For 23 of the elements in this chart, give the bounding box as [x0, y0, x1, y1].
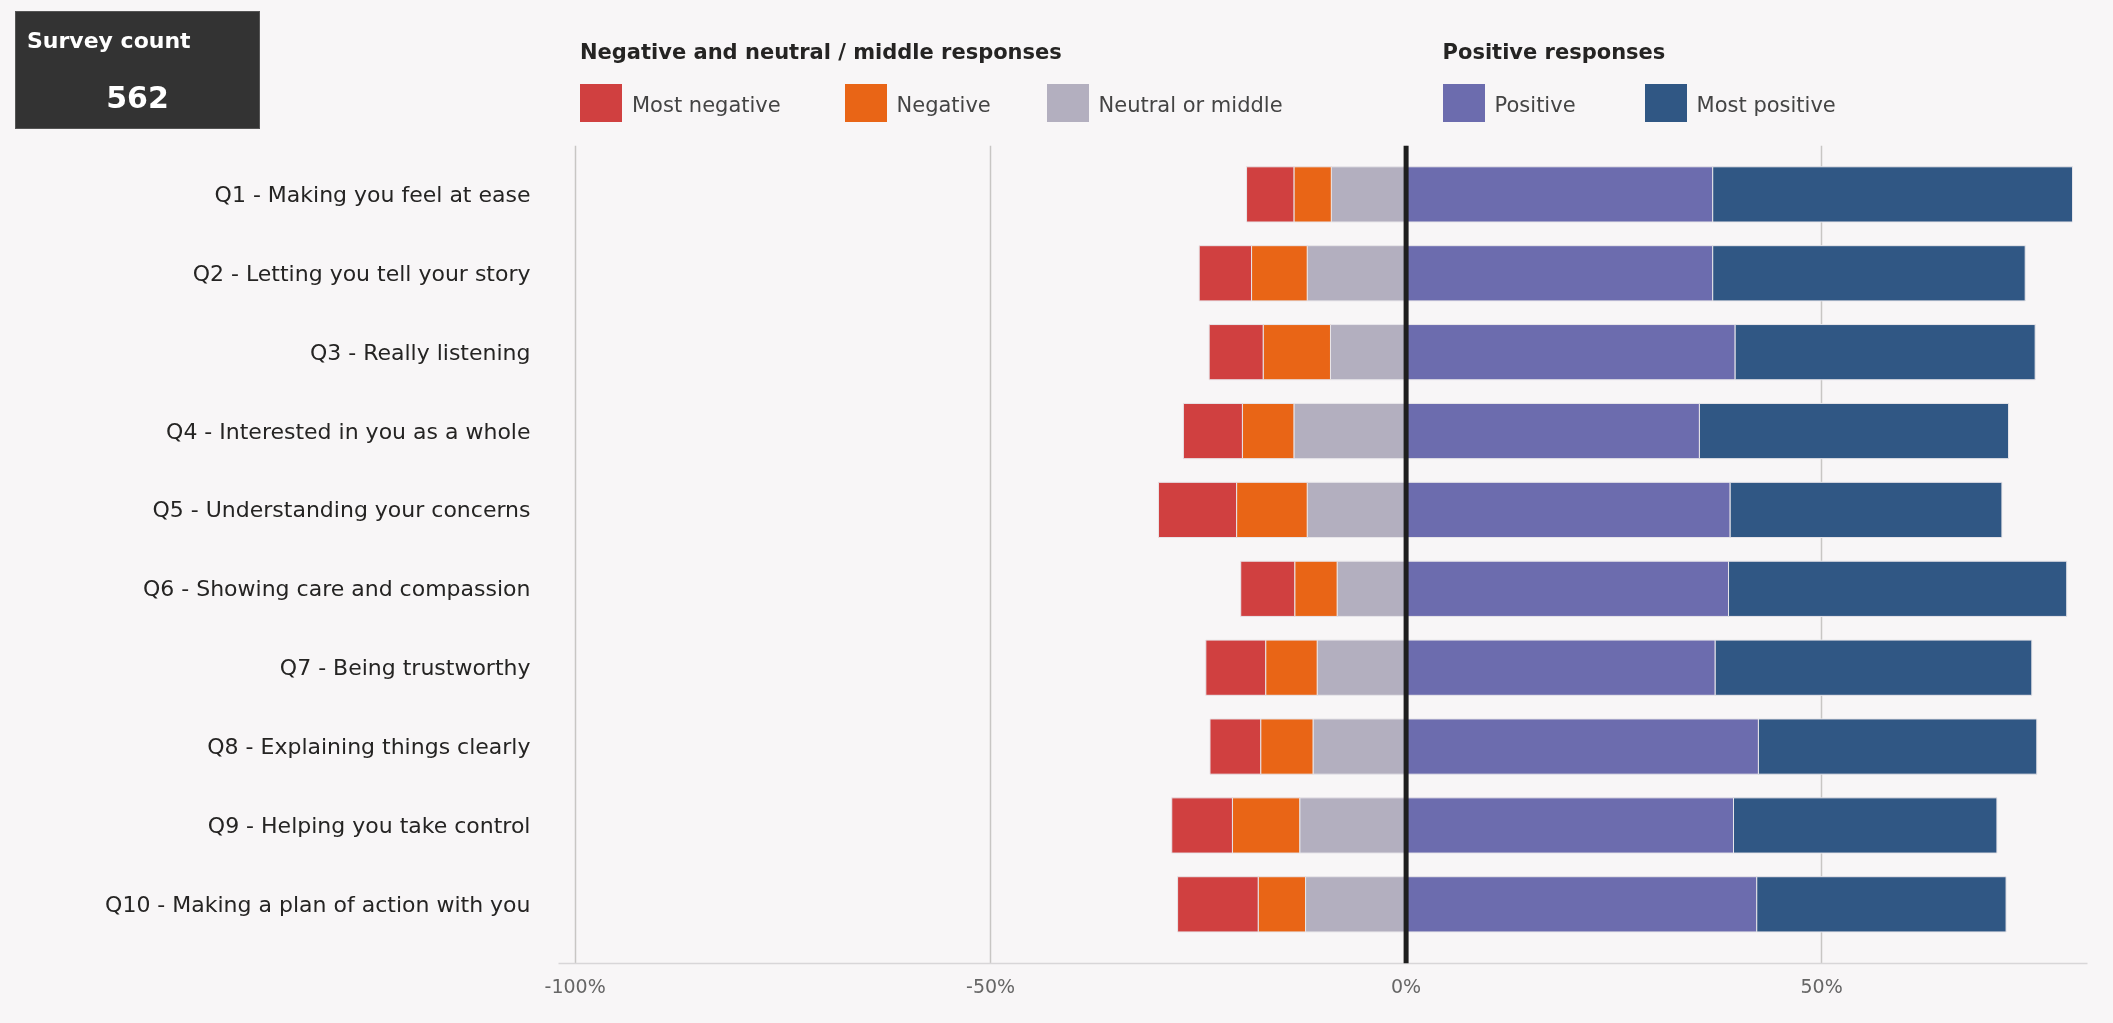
x-tick-label: -100% [544, 974, 606, 997]
y-tick-label: Q6 - Showing care and compassion [142, 576, 531, 602]
legend-label: Neutral or middle [1098, 92, 1283, 119]
x-tick-label: 0% [1391, 974, 1422, 997]
legend-label: Most negative [632, 92, 781, 119]
legend-title: Negative and neutral / middle responses [580, 39, 1062, 66]
y-tick-label: Q8 - Explaining things clearly [207, 734, 531, 760]
legend-label: Positive [1494, 92, 1576, 119]
y-tick-label: Q2 - Letting you tell your story [192, 260, 531, 286]
y-tick-label: Q9 - Helping you take control [207, 812, 531, 838]
x-tick-label: 50% [1800, 974, 1843, 997]
y-tick-label: Q1 - Making you feel at ease [214, 181, 531, 207]
legend-label: Most positive [1696, 92, 1836, 119]
y-tick-label: Q10 - Making a plan of action with you [105, 891, 531, 917]
text: 562 [105, 79, 170, 117]
text: Positive responses [1442, 39, 1666, 66]
y-tick-label: Q7 - Being trustworthy [279, 655, 531, 681]
y-tick-label: Q4 - Interested in you as a whole [166, 418, 531, 444]
y-tick-label: Q3 - Really listening [309, 339, 531, 365]
y-tick-label: Q5 - Understanding your concerns [152, 497, 531, 523]
legend-label: Negative [896, 92, 991, 119]
text: Survey count [27, 27, 191, 55]
x-tick-label: -50% [966, 974, 1016, 997]
